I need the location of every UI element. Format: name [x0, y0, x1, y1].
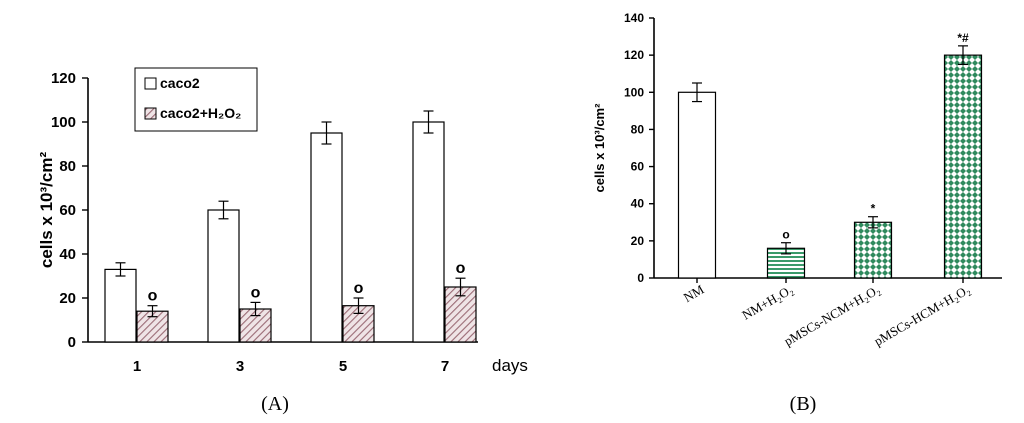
- error-bar: [423, 110, 434, 134]
- error-bar: [250, 301, 261, 317]
- bar-nm: [677, 91, 717, 279]
- significance-marker: o: [148, 288, 158, 305]
- chart-a-legend: caco2 caco2+H₂O₂: [134, 67, 258, 132]
- chart-b-x-tick-label: NM: [681, 281, 707, 305]
- significance-marker: o: [251, 284, 261, 301]
- error-bar: [455, 277, 466, 297]
- chart-b-y-tick-label: 40: [631, 197, 645, 211]
- chart-b-y-tick-label: 100: [624, 85, 644, 99]
- chart-b-y-tick-label: 140: [624, 11, 644, 25]
- chart-b-x-tick-label: pMSCs-NCM+H₂O₂: [781, 282, 882, 349]
- chart-a-y-tick-label: 0: [68, 334, 76, 351]
- significance-marker: o: [354, 280, 364, 297]
- chart-b-y-tick-label: 20: [631, 234, 645, 248]
- legend-label-caco2-h2o2: caco2+H₂O₂: [160, 105, 241, 121]
- bar-pmscs-ncm-h2o2: [853, 221, 893, 279]
- chart-a-x-label: days: [492, 356, 528, 375]
- chart-a-x-tick-label: 5: [339, 358, 347, 375]
- chart-b-y-tick-label: 80: [631, 122, 645, 136]
- significance-marker: *#: [957, 31, 969, 45]
- legend-label-caco2: caco2: [160, 75, 200, 91]
- significance-marker: o: [782, 228, 789, 242]
- chart-b-y-label: cells x 10³/cm²: [592, 103, 607, 193]
- bar-caco2: [207, 209, 240, 343]
- error-bar: [781, 242, 791, 255]
- chart-b-x-tick-label: NM+H₂O₂: [739, 282, 795, 323]
- bar-caco2: [412, 121, 445, 343]
- legend-swatch-caco2-h2o2: [144, 107, 157, 120]
- chart-a-y-tick-label: 60: [59, 202, 76, 219]
- chart-a-y-tick-label: 40: [59, 246, 76, 263]
- chart-b-x-tick-label: pMSCs-HCM+H₂O₂: [871, 282, 972, 349]
- chart-a: 0 20 40 60 80 100 120 1 3 5 7 o o o o cells x 10³/cm…: [37, 67, 528, 415]
- chart-a-x-tick-label: 1: [133, 358, 141, 375]
- bar-caco2: [310, 132, 343, 343]
- chart-a-x-tick-label: 7: [441, 358, 449, 375]
- chart-a-y-tick-label: 80: [59, 158, 76, 175]
- error-bar: [218, 200, 229, 220]
- error-bar: [353, 297, 364, 314]
- error-bar: [868, 216, 878, 229]
- chart-a-y-tick-label: 100: [51, 114, 76, 131]
- bar-caco2: [104, 268, 137, 343]
- error-bar: [115, 262, 126, 277]
- chart-b-y-tick-label: 120: [624, 48, 644, 62]
- legend-swatch-caco2: [144, 77, 157, 90]
- error-bar: [692, 82, 702, 103]
- error-bar: [147, 305, 158, 318]
- bar-pmscs-hcm-h2o2: [943, 54, 983, 279]
- significance-marker: *: [871, 202, 876, 216]
- significance-marker: o: [456, 260, 466, 277]
- chart-b-y-tick-label: 60: [631, 160, 645, 174]
- chart-a-x-tick-label: 3: [236, 358, 244, 375]
- chart-a-y-label: cells x 10³/cm²: [37, 152, 56, 269]
- chart-a-y-tick-label: 120: [51, 70, 76, 87]
- chart-b-panel-label: (B): [790, 393, 817, 415]
- error-bar: [321, 121, 332, 145]
- chart-a-y-tick-label: 20: [59, 290, 76, 307]
- chart-a-panel-label: (A): [261, 393, 289, 415]
- chart-b-y-tick-label: 0: [637, 271, 644, 285]
- chart-b: 0 20 40 60 80 100 120 140 NM NM+H₂O₂pMSCs-NCM+H₂…: [592, 11, 1002, 415]
- error-bar: [958, 45, 968, 66]
